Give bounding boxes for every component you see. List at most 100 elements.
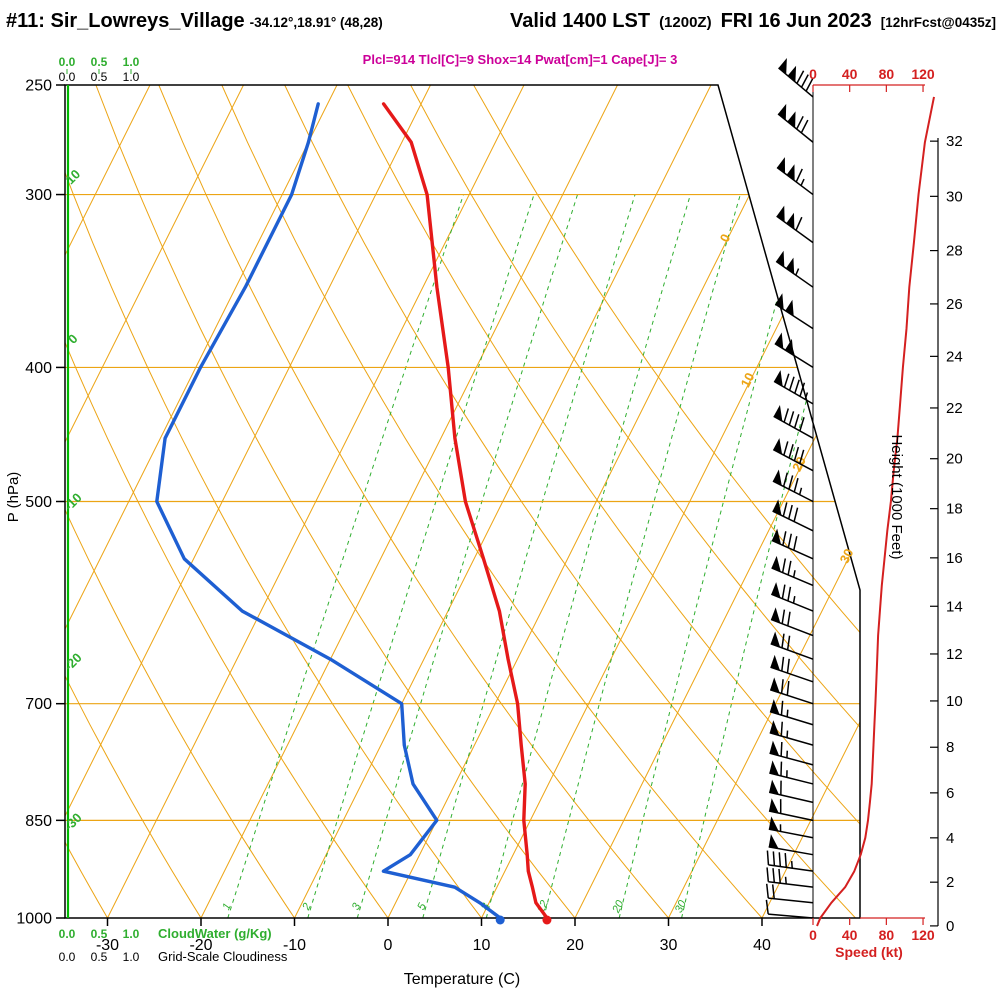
wind-speed-profile xyxy=(816,96,935,927)
isotherm-line xyxy=(761,85,860,918)
cloudwater-scale-bottom: 0.0 xyxy=(59,927,76,941)
wind-barb xyxy=(778,58,814,98)
mixing-ratio-label: 20 xyxy=(610,898,627,916)
mixing-ratio-label: 2 xyxy=(300,901,314,913)
height-tick-label: 22 xyxy=(946,400,963,417)
mixing-ratio-line xyxy=(227,194,464,918)
cloudiness-axis-label: Grid-Scale Cloudiness xyxy=(158,949,288,964)
wind-barb xyxy=(773,405,814,439)
stats-line: Plcl=914 Tlcl[C]=9 Shox=14 Pwat[cm]=1 Ca… xyxy=(362,52,678,67)
wind-barb xyxy=(769,740,814,766)
speed-axis: 0 0 40 40 80 80 120 120 Speed (kt) xyxy=(809,66,935,960)
mixing-ratio-line xyxy=(422,194,636,918)
temperature-tick-label: 40 xyxy=(753,937,771,954)
wind-barb xyxy=(769,699,814,726)
valid-date-label: FRI 16 Jun 2023 xyxy=(720,10,872,32)
wind-barb xyxy=(768,816,814,839)
plot-border xyxy=(64,84,861,919)
mixing-ratio-label: 12 xyxy=(535,899,551,915)
mixing-ratio-line xyxy=(681,194,860,918)
wind-barb xyxy=(771,555,814,587)
wind-barb xyxy=(768,779,814,804)
isotherm-line xyxy=(65,85,151,918)
speed-tick-label-bottom: 40 xyxy=(842,927,858,943)
wind-barb xyxy=(769,720,814,746)
speed-tick-label-top: 120 xyxy=(911,66,935,82)
temperature-tick-label: 30 xyxy=(660,937,678,954)
cloudwater-scale-bottom: 1.0 xyxy=(123,927,140,941)
height-tick-label: 18 xyxy=(946,501,963,518)
grid-line-labels: 100-10-20-30010203012358122030 xyxy=(61,166,857,915)
speed-tick-label-top: 40 xyxy=(842,66,858,82)
mixing-ratio-line xyxy=(543,194,741,918)
mixing-ratio-label: 5 xyxy=(415,901,429,912)
wind-barb xyxy=(769,677,814,705)
wind-barb xyxy=(774,332,814,369)
dry-adiabat-line xyxy=(221,85,763,918)
wind-barb xyxy=(769,760,814,785)
mixing-ratio-label: 30 xyxy=(673,898,689,915)
speed-tick-label-top: 0 xyxy=(809,66,817,82)
height-tick-label: 24 xyxy=(946,348,963,365)
pressure-tick-label: 300 xyxy=(25,187,52,204)
pressure-tick-label: 1000 xyxy=(16,911,52,928)
surface-dewpoint-dot xyxy=(495,915,505,925)
height-tick-label: 16 xyxy=(946,550,963,567)
cloudiness-scale-bottom: 0.0 xyxy=(59,950,76,964)
dry-adiabat-line xyxy=(158,85,669,918)
wind-barb xyxy=(772,438,814,472)
temperature-tick-label: 0 xyxy=(384,937,393,954)
wind-barb xyxy=(766,867,814,888)
height-tick-label: 20 xyxy=(946,451,963,468)
isotherm-line xyxy=(668,85,860,918)
mixing-ratio-label: 3 xyxy=(350,901,364,912)
wind-barb xyxy=(770,582,814,612)
station-title: #11: Sir_Lowreys_Village xyxy=(6,10,245,32)
isotherm-label: 30 xyxy=(837,546,857,566)
pressure-tick-label: 700 xyxy=(25,696,52,713)
dry-adiabat-line xyxy=(65,85,202,918)
cloudwater-scale-bottom: 0.5 xyxy=(91,927,108,941)
temperature-tick-label: 20 xyxy=(566,937,584,954)
height-tick-label: 30 xyxy=(946,188,963,205)
cloudiness-scale-bottom: 1.0 xyxy=(123,950,140,964)
cloudiness-scale-top: 0.5 xyxy=(91,70,108,84)
dewpoint-curve xyxy=(155,102,502,920)
isotherm-label: 10 xyxy=(738,370,758,390)
height-tick-label: 8 xyxy=(946,739,954,756)
wind-barb xyxy=(772,469,814,503)
speed-tick-label-top: 80 xyxy=(879,66,895,82)
temperature-tick-label: -30 xyxy=(96,937,119,954)
wind-barb xyxy=(768,798,814,822)
speed-tick-label-bottom: 120 xyxy=(911,927,935,943)
temperature-curve xyxy=(381,102,549,920)
dry-adiabat-line xyxy=(473,85,860,918)
sounding-profiles xyxy=(155,102,552,925)
dry-adiabat-line xyxy=(65,85,295,918)
pressure-tick-label: 500 xyxy=(25,494,52,511)
wind-barb xyxy=(768,834,814,856)
speed-curve xyxy=(816,96,935,927)
height-tick-label: 28 xyxy=(946,243,963,260)
height-axis-title: Height (1000 Feet) xyxy=(888,434,905,559)
pressure-axis-title: P (hPa) xyxy=(5,472,22,523)
pressure-tick-label: 850 xyxy=(25,813,52,830)
cloud-scales: 0.00.00.00.00.50.50.50.51.01.01.01.0Clou… xyxy=(59,55,288,964)
wind-barb xyxy=(776,157,814,196)
dry-adiabat-line xyxy=(410,85,860,918)
mixing-ratio-line xyxy=(307,194,535,918)
plot-frame xyxy=(64,84,861,919)
cloudiness-scale-bottom: 0.5 xyxy=(91,950,108,964)
background-grid xyxy=(65,85,860,918)
temperature-axis-title: Temperature (C) xyxy=(404,971,520,988)
height-tick-label: 14 xyxy=(946,598,963,615)
cloudiness-scale-top: 1.0 xyxy=(123,70,140,84)
height-tick-label: 6 xyxy=(946,785,954,802)
wind-barb xyxy=(776,205,814,244)
cloudwater-axis-label: CloudWater (g/Kg) xyxy=(158,926,272,941)
cloudiness-scale-top: 0.0 xyxy=(59,70,76,84)
valid-time-label: Valid 1400 LST xyxy=(509,10,651,32)
